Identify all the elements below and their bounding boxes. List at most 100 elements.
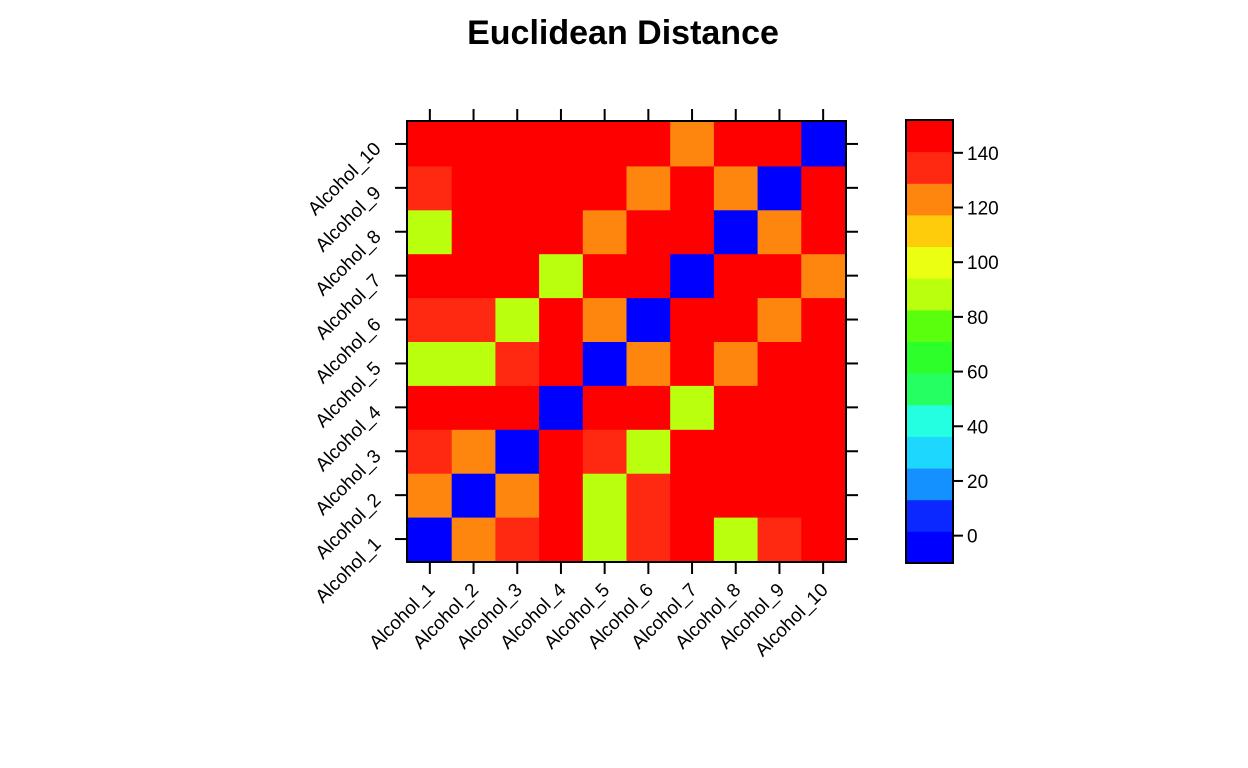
colorbar-swatch (906, 214, 953, 248)
heatmap-cell (626, 517, 671, 562)
heatmap-cell (801, 385, 846, 430)
heatmap-cell (713, 429, 759, 474)
heatmap-cell (626, 253, 671, 299)
heatmap-cell (582, 122, 627, 167)
heatmap-cell (495, 297, 540, 342)
heatmap-cell (408, 385, 453, 430)
colorbar-frame (905, 119, 954, 564)
heatmap-cell (582, 253, 627, 299)
heatmap-cell (626, 341, 671, 386)
heatmap-cell (408, 122, 453, 167)
heatmap-cell (451, 341, 496, 386)
heatmap-cell (713, 209, 759, 255)
heatmap-cell (626, 165, 671, 211)
heatmap-cell (539, 517, 584, 562)
heatmap-cell (451, 165, 496, 211)
heatmap-cell (408, 209, 453, 255)
heatmap-cell (539, 165, 584, 211)
colorbar-swatch (906, 436, 953, 469)
heatmap-cell (757, 429, 802, 474)
heatmap-cell (626, 209, 671, 255)
colorbar-swatch (906, 309, 953, 342)
heatmap-cell (801, 473, 846, 518)
heatmap-cell (539, 473, 584, 518)
heatmap-cell (757, 122, 802, 167)
heatmap-cell (670, 253, 715, 299)
heatmap-cell (670, 429, 715, 474)
heatmap-cell (757, 165, 802, 211)
heatmap-cell (713, 473, 759, 518)
heatmap-cell (408, 473, 453, 518)
heatmap-cell (582, 473, 627, 518)
heatmap-cell (713, 297, 759, 342)
heatmap-cell (801, 253, 846, 299)
heatmap-cell (582, 297, 627, 342)
heatmap-cell (539, 429, 584, 474)
heatmap-cell (495, 253, 540, 299)
axis-ticks (395, 109, 858, 574)
heatmap-cell (801, 165, 846, 211)
colorbar-swatch (906, 151, 953, 184)
heatmap-cell (451, 253, 496, 299)
y-axis-labels: Alcohol_1Alcohol_2Alcohol_3Alcohol_4Alco… (304, 139, 386, 608)
colorbar-swatch (906, 183, 953, 216)
colorbar-swatch (906, 404, 953, 437)
heatmap-cell (801, 297, 846, 342)
heatmap-cell (626, 122, 671, 167)
heatmap-cell (582, 517, 627, 562)
heatmap-cell (626, 429, 671, 474)
x-axis-labels: Alcohol_1Alcohol_2Alcohol_3Alcohol_4Alco… (366, 579, 833, 661)
colorbar-swatch (906, 531, 953, 564)
heatmap-cell (495, 473, 540, 518)
colorbar-swatch (906, 341, 953, 374)
heatmap-cell (451, 473, 496, 518)
heatmap-cell (713, 253, 759, 299)
colorbar-swatch (906, 120, 953, 153)
heatmap-cell (801, 341, 846, 386)
heatmap-cell (801, 122, 846, 167)
heatmap-cell (670, 517, 715, 562)
heatmap-cell (495, 341, 540, 386)
heatmap-cell (801, 209, 846, 255)
colorbar-swatch (906, 278, 953, 311)
colorbar-swatch (906, 468, 953, 501)
heatmap-cell (582, 385, 627, 430)
heatmap-cell (757, 341, 802, 386)
heatmap-cell (757, 253, 802, 299)
heatmap-cell (539, 122, 584, 167)
heatmap-cell (713, 122, 759, 167)
heatmap-cell (495, 122, 540, 167)
heatmap-cell (713, 517, 759, 562)
heatmap-cell (670, 385, 715, 430)
heatmap-cell (539, 209, 584, 255)
heatmap-cell (801, 429, 846, 474)
heatmap-cell (408, 165, 453, 211)
colorbar-tick-label: 20 (967, 472, 988, 493)
heatmap-cell (408, 341, 453, 386)
heatmap-cell (757, 517, 802, 562)
heatmap-cell (451, 209, 496, 255)
colorbar-swatch (906, 246, 953, 279)
heatmap-cell (670, 473, 715, 518)
colorbar-tick-label: 120 (967, 199, 999, 220)
heatmap-cell (582, 165, 627, 211)
heatmap-cell (757, 297, 802, 342)
heatmap-cell (451, 122, 496, 167)
heatmap-cell (408, 253, 453, 299)
heatmap-cell (582, 341, 627, 386)
heatmap-cell (757, 385, 802, 430)
heatmap-cell (670, 341, 715, 386)
colorbar-tick-label: 100 (967, 253, 999, 274)
heatmap-cell (495, 517, 540, 562)
heatmap-cell (757, 473, 802, 518)
heatmap-cell (626, 297, 671, 342)
colorbar-swatch (906, 373, 953, 406)
heatmap-cell (582, 209, 627, 255)
heatmap-cell (495, 385, 540, 430)
heatmap-cell (626, 473, 671, 518)
heatmap-cell (539, 253, 584, 299)
plot-frame (406, 120, 847, 563)
colorbar-tick-label: 0 (967, 527, 978, 548)
heatmap-cell (539, 385, 584, 430)
